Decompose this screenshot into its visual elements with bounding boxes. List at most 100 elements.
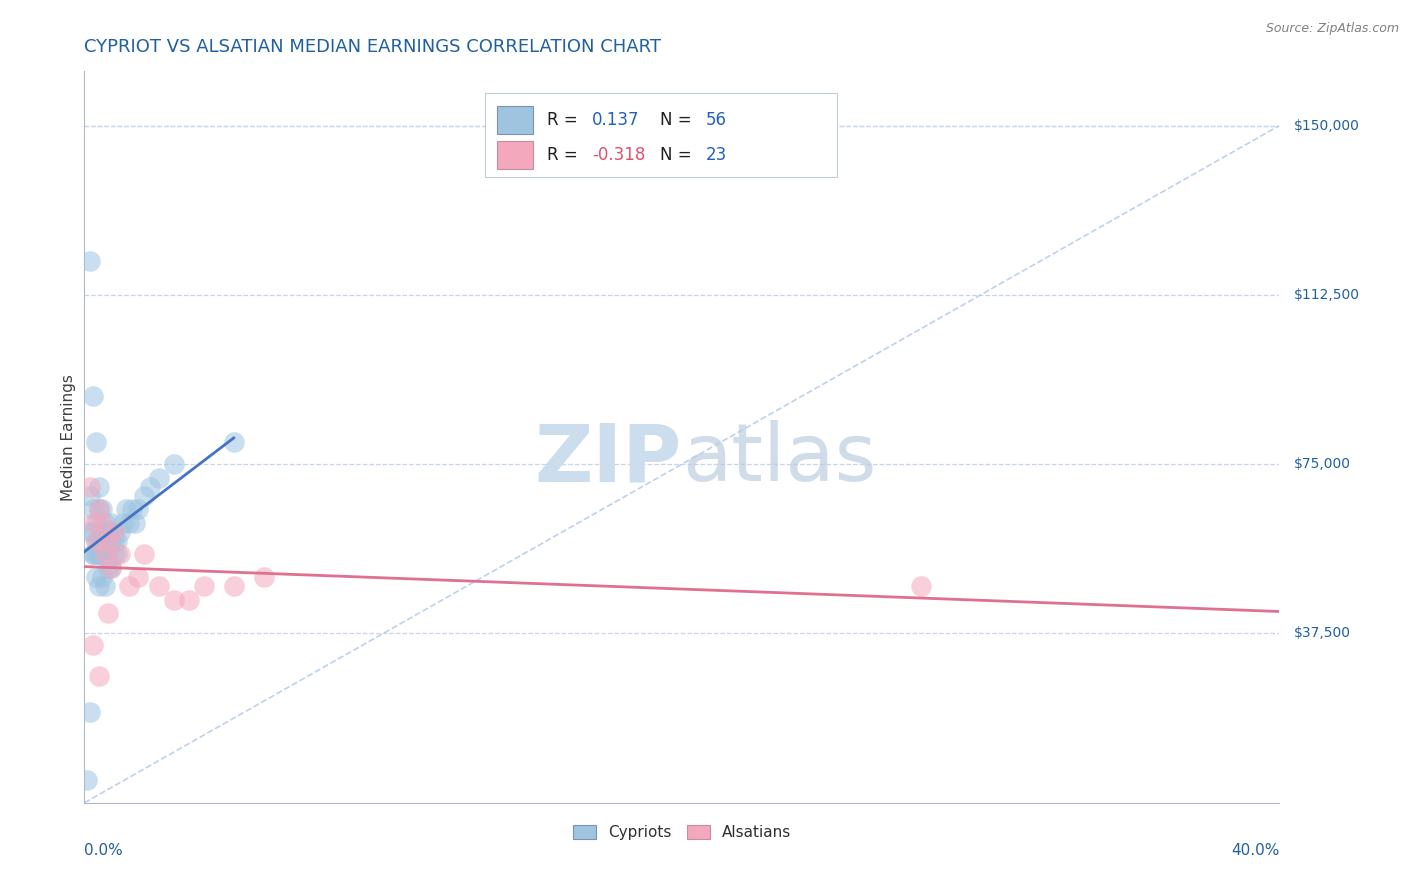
Text: -0.318: -0.318 [592,145,645,164]
Point [91,570,114,584]
Text: R =: R = [547,111,588,128]
Text: $112,500: $112,500 [1294,288,1360,301]
Point [94,533,117,548]
Point [91,524,114,539]
Point [105,533,128,548]
Point [103,548,125,562]
Point [82,638,104,652]
Text: 0.0%: 0.0% [84,843,124,858]
Point [148,579,170,593]
Point [82,548,104,562]
Point [97,561,120,575]
Point [76,773,98,788]
Point [97,533,120,548]
Point [82,548,104,562]
FancyBboxPatch shape [496,106,533,134]
Point [222,434,245,449]
Point [91,533,114,548]
Point [79,480,101,494]
Point [100,561,122,575]
Point [910,579,932,593]
Point [132,489,156,503]
Text: 40.0%: 40.0% [1232,843,1279,858]
Point [97,524,120,539]
Point [118,579,141,593]
Point [127,570,149,584]
Point [91,548,114,562]
FancyBboxPatch shape [485,94,838,178]
Point [89,480,111,494]
Point [91,502,114,516]
Point [89,502,111,516]
Point [82,389,104,403]
Point [148,471,170,485]
Point [115,502,138,516]
Point [89,548,111,562]
Point [193,579,215,593]
Point [86,548,108,562]
Legend: Cypriots, Alsatians: Cypriots, Alsatians [567,819,797,847]
Point [79,524,101,539]
Point [82,524,104,539]
Point [124,516,146,530]
Text: 0.137: 0.137 [592,111,640,128]
Point [94,533,117,548]
Point [132,548,156,562]
Point [94,548,117,562]
Point [97,606,120,620]
Text: $37,500: $37,500 [1294,626,1351,640]
Point [86,570,108,584]
Point [100,516,122,530]
Point [105,548,128,562]
Point [127,502,149,516]
Point [89,502,111,516]
Point [118,516,141,530]
Point [163,592,186,607]
Text: CYPRIOT VS ALSATIAN MEDIAN EARNINGS CORRELATION CHART: CYPRIOT VS ALSATIAN MEDIAN EARNINGS CORR… [84,38,661,56]
Point [103,524,125,539]
Point [100,561,122,575]
Point [86,516,108,530]
Point [86,533,108,548]
Point [82,502,104,516]
Point [86,533,108,548]
Point [94,579,117,593]
Point [89,579,111,593]
Point [97,548,120,562]
FancyBboxPatch shape [496,141,533,169]
Text: atlas: atlas [682,420,876,498]
Point [89,669,111,683]
Point [97,533,120,548]
Text: ZIP: ZIP [534,420,682,498]
Text: N =: N = [661,145,697,164]
Point [253,570,276,584]
Text: 56: 56 [706,111,727,128]
Point [103,524,125,539]
Point [177,592,200,607]
Point [112,516,135,530]
Point [139,480,162,494]
Text: Source: ZipAtlas.com: Source: ZipAtlas.com [1265,22,1399,36]
Point [94,548,117,562]
Point [91,533,114,548]
Point [91,516,114,530]
Text: N =: N = [661,111,697,128]
Text: $75,000: $75,000 [1294,458,1351,471]
Point [79,706,101,720]
Point [110,548,132,562]
Point [110,524,132,539]
Point [82,516,104,530]
Point [222,579,245,593]
Point [100,533,122,548]
Text: 23: 23 [706,145,727,164]
Point [79,254,101,268]
Point [89,533,111,548]
Y-axis label: Median Earnings: Median Earnings [60,374,76,500]
Text: $150,000: $150,000 [1294,119,1360,133]
Text: R =: R = [547,145,583,164]
Point [94,516,117,530]
Point [103,533,125,548]
Point [89,548,111,562]
Point [86,434,108,449]
Point [121,502,143,516]
